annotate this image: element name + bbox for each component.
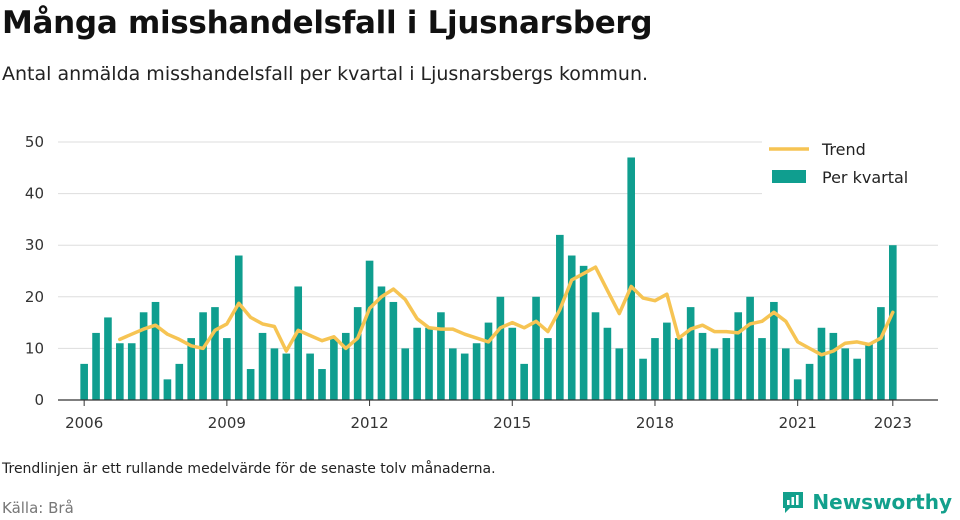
bar [556,234,564,400]
bar [532,296,540,400]
bar [353,307,362,400]
bar [472,343,481,400]
brand-name: Newsworthy [812,490,952,514]
bar [282,353,291,400]
bar [567,255,576,400]
bar [187,338,195,400]
bar [377,286,386,400]
bar [651,338,659,400]
legend-bar-label: Per kvartal [822,168,908,187]
bar [544,338,552,400]
bar [746,296,754,400]
y-tick-label: 50 [25,133,44,151]
bar [437,312,445,400]
x-tick-label: 2023 [874,414,912,432]
bar [449,348,457,400]
chart-title: Många misshandelsfall i Ljusnarsberg [2,5,653,41]
bar [698,332,707,400]
y-tick-label: 0 [34,391,44,409]
bar [223,338,231,400]
bar [817,327,826,400]
bar [663,322,671,400]
x-tick-label: 2009 [208,414,246,432]
bar [389,301,398,400]
x-tick-label: 2021 [779,414,817,432]
y-tick-label: 30 [25,236,44,254]
brand-logo: Newsworthy [780,489,952,515]
bar [330,338,338,400]
bar [674,338,683,400]
chart-subtitle: Antal anmälda misshandelsfall per kvarta… [2,63,649,85]
source: Källa: Brå [2,499,74,517]
bar [92,332,100,400]
bar [294,286,303,400]
legend-background [762,130,938,196]
bar [484,322,493,400]
bar [591,312,600,400]
x-tick-label: 2018 [636,414,674,432]
legend-bar-swatch [772,170,806,183]
bar [758,338,766,400]
bar [401,348,410,400]
trend-line [118,265,895,357]
bar [163,379,172,400]
bar [246,369,255,400]
legend-trend-label: Trend [821,140,866,159]
x-tick-label: 2006 [65,414,103,432]
x-tick-label: 2012 [350,414,388,432]
bar [460,353,469,400]
bar [139,312,148,400]
trend-series [118,265,895,357]
bar [889,245,897,400]
bar [306,353,314,400]
bar-series [80,157,897,400]
bar [615,348,624,400]
bar [234,255,243,400]
x-tick-label: 2015 [493,414,531,432]
bar [211,307,219,400]
y-tick-label: 10 [25,339,44,357]
bar [520,363,528,400]
bar [734,312,743,400]
bar [127,343,136,400]
bar [603,327,612,400]
bar [508,327,517,400]
bar [80,363,88,400]
bar [686,307,695,400]
bar [365,260,374,400]
bar [104,317,112,400]
bar [853,358,861,400]
bar [116,343,124,400]
axis: 0 10 20 30 40 50 2006 2009 2012 2015 2018 2021 2023 [25,133,938,432]
bar [425,327,433,400]
bar [877,307,885,400]
bar [175,363,184,400]
bar [841,348,850,400]
bar [865,343,873,400]
bar [258,332,267,400]
bar [627,157,635,400]
bar [151,301,160,400]
bar [199,312,207,400]
bar [341,332,350,400]
bar [793,379,802,400]
legend: Trend Per kvartal [762,130,938,196]
bar [413,327,421,400]
y-tick-label: 40 [25,185,44,203]
newsworthy-icon [783,492,804,513]
bar [270,348,279,400]
bar [579,265,588,400]
bar [722,338,731,400]
bar [496,296,505,400]
bar [829,332,838,400]
bar [318,369,326,400]
bar [805,363,814,400]
bar [710,348,719,400]
bar [781,348,790,400]
bar [770,301,778,400]
footnote: Trendlinjen är ett rullande medelvärde f… [2,461,496,477]
bar [639,358,647,400]
y-tick-label: 20 [25,288,44,306]
